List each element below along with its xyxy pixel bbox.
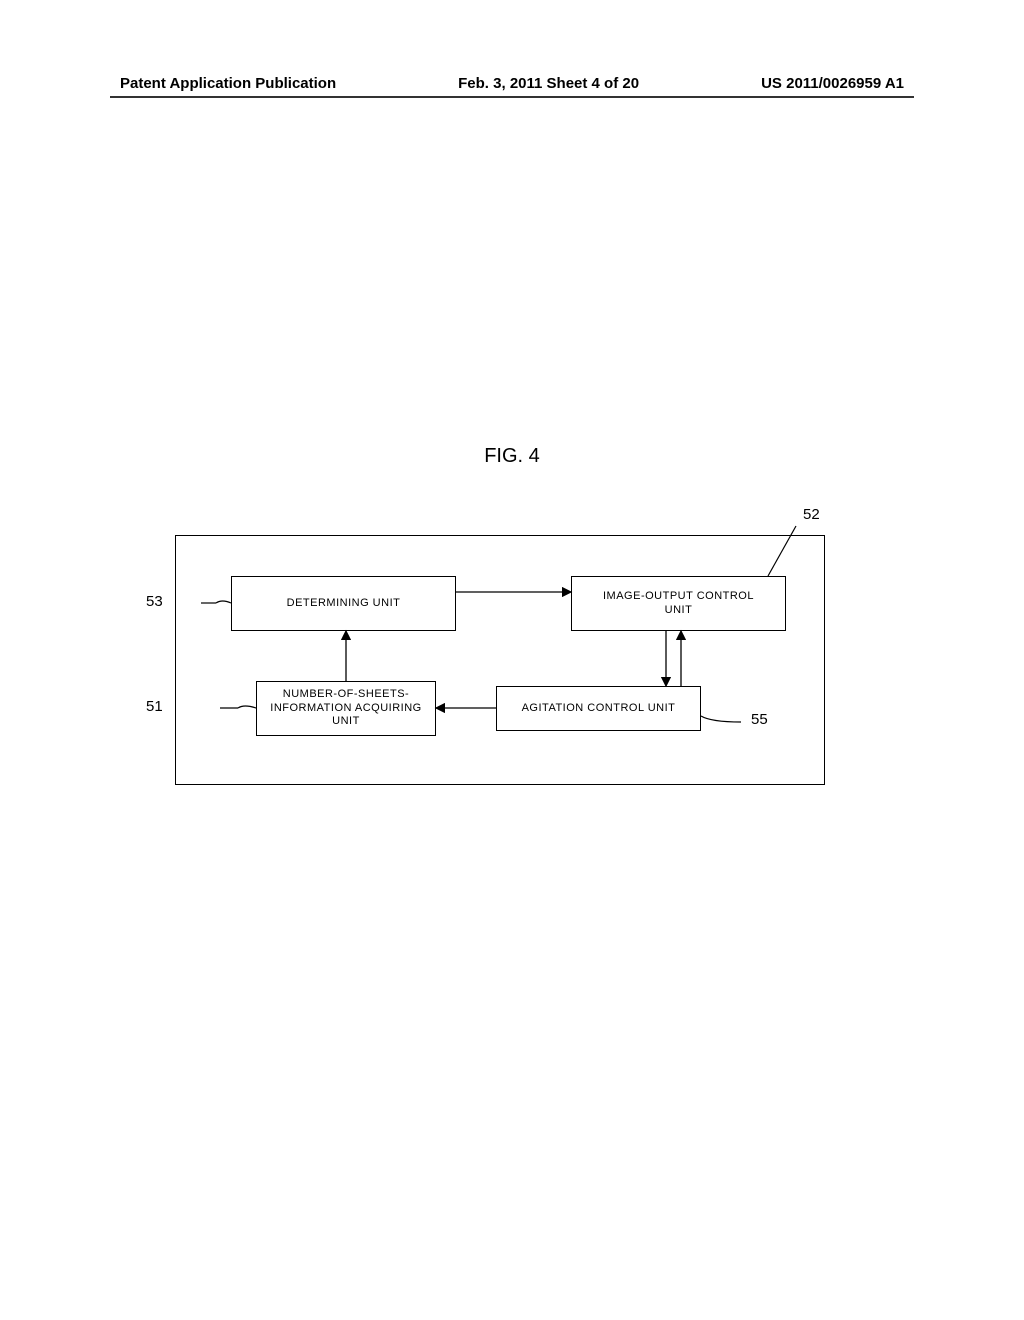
header-row: Patent Application Publication Feb. 3, 2… bbox=[0, 75, 1024, 92]
ref-label-53: 53 bbox=[146, 593, 163, 610]
header-center: Feb. 3, 2011 Sheet 4 of 20 bbox=[458, 75, 639, 92]
ref-label-52: 52 bbox=[803, 506, 820, 523]
figure-title: FIG. 4 bbox=[0, 445, 1024, 468]
diagram-outer-box: DETERMINING UNIT IMAGE-OUTPUT CONTROL UN… bbox=[175, 535, 825, 785]
ref-label-51: 51 bbox=[146, 698, 163, 715]
header-left: Patent Application Publication bbox=[120, 75, 336, 92]
header-rule bbox=[110, 96, 914, 98]
diagram-arrows bbox=[176, 536, 824, 784]
header-right: US 2011/0026959 A1 bbox=[761, 75, 904, 92]
page-header: Patent Application Publication Feb. 3, 2… bbox=[0, 75, 1024, 98]
